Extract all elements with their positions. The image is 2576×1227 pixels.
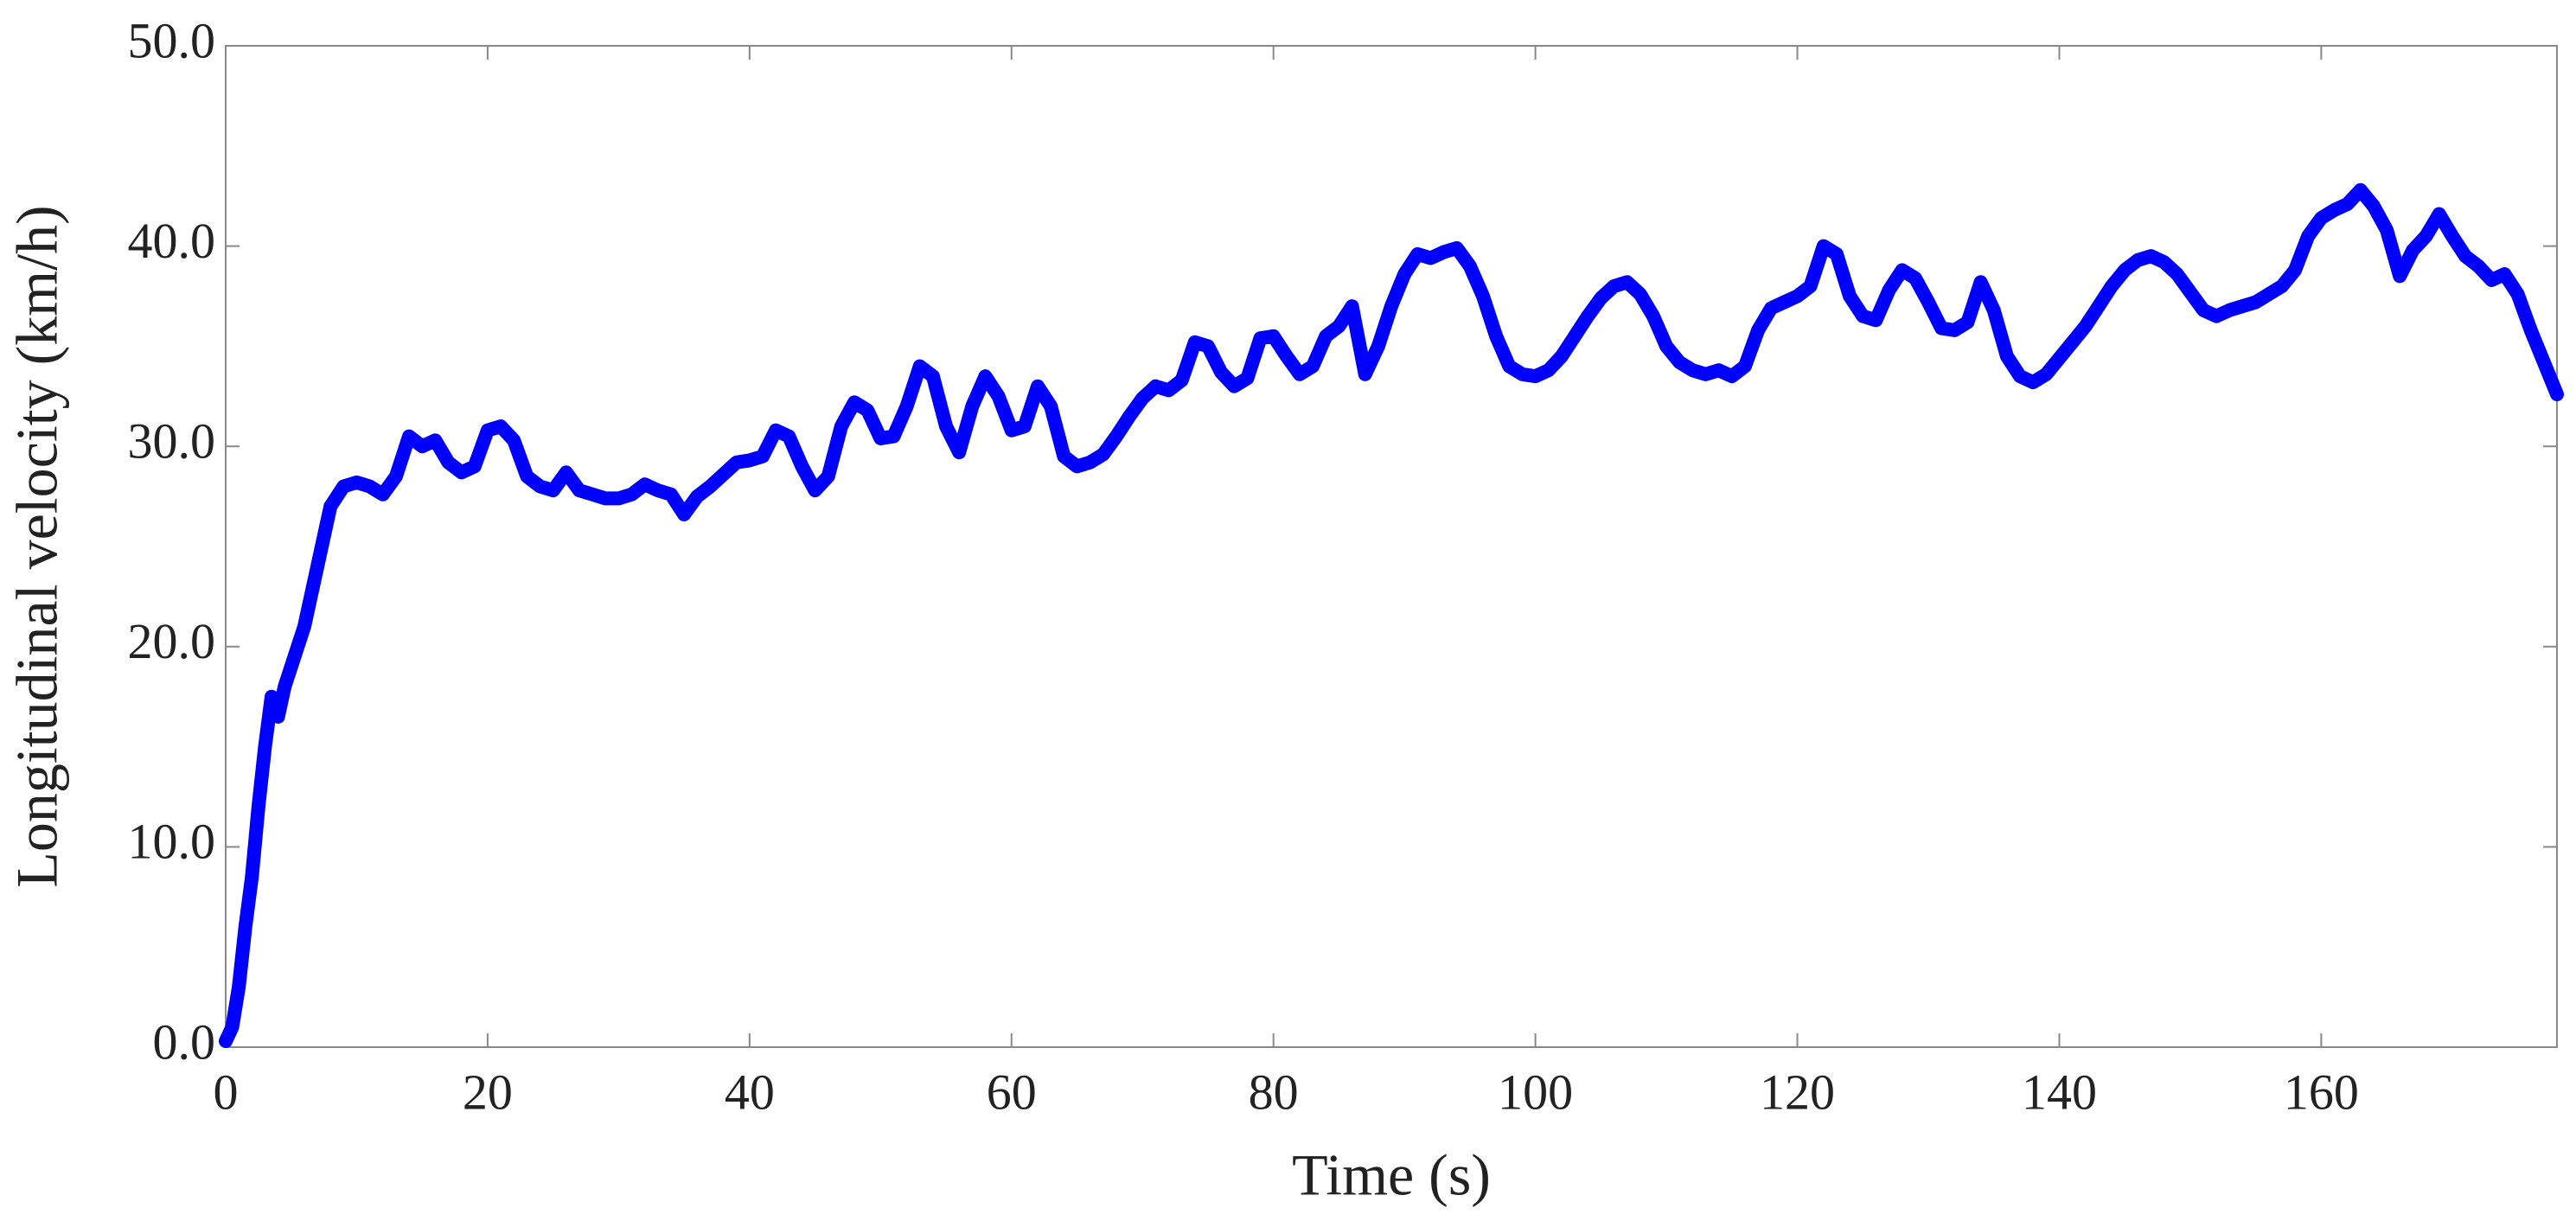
y-tick-label: 50.0: [128, 12, 216, 68]
y-axis-label: Longitudinal velocity (km/h): [4, 205, 70, 887]
x-tick-label: 80: [1249, 1064, 1299, 1120]
x-tick-label: 160: [2284, 1064, 2359, 1120]
x-tick-label: 20: [463, 1064, 513, 1120]
x-tick-label: 120: [1760, 1064, 1835, 1120]
x-axis-label: Time (s): [1292, 1142, 1491, 1208]
x-tick-label: 140: [2022, 1064, 2097, 1120]
y-tick-label: 40.0: [128, 213, 216, 269]
y-tick-label: 30.0: [128, 413, 216, 470]
x-tick-label: 100: [1498, 1064, 1573, 1120]
x-tick-label: 0: [214, 1064, 239, 1120]
y-tick-label: 0.0: [153, 1013, 216, 1070]
data-line: [219, 182, 2564, 1049]
plot-frame: [225, 45, 2558, 1048]
x-tick-label: 40: [725, 1064, 775, 1120]
x-tick-label: 60: [987, 1064, 1037, 1120]
y-tick-label: 20.0: [128, 613, 216, 669]
y-tick-label: 10.0: [128, 814, 216, 870]
